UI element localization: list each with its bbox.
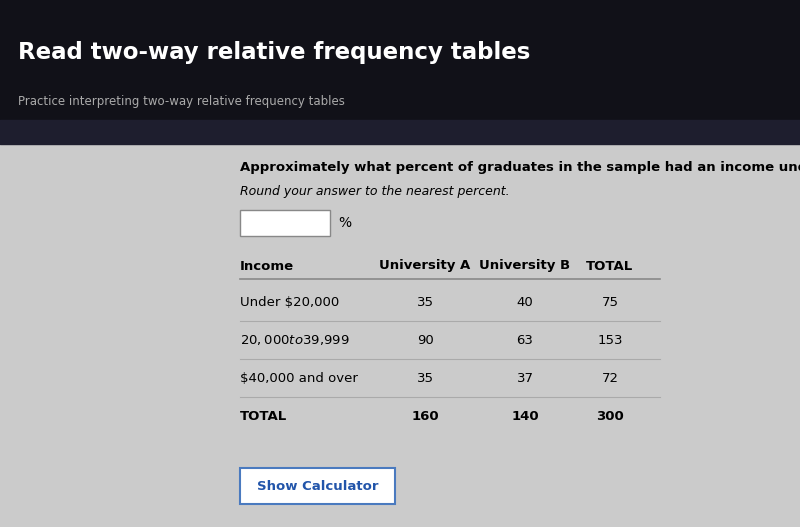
Text: 300: 300 [596, 409, 624, 423]
Text: Round your answer to the nearest percent.: Round your answer to the nearest percent… [240, 184, 510, 198]
Text: $20,000 to $39,999: $20,000 to $39,999 [240, 333, 350, 347]
Text: Show Calculator: Show Calculator [257, 480, 378, 493]
Text: Under $20,000: Under $20,000 [240, 296, 339, 308]
Text: 72: 72 [602, 372, 618, 385]
Text: 37: 37 [517, 372, 534, 385]
Text: 153: 153 [598, 334, 622, 346]
Text: %: % [338, 216, 351, 230]
FancyBboxPatch shape [240, 210, 330, 236]
Text: TOTAL: TOTAL [240, 409, 287, 423]
Text: Read two-way relative frequency tables: Read two-way relative frequency tables [18, 41, 530, 63]
Text: 160: 160 [411, 409, 439, 423]
Text: 75: 75 [602, 296, 618, 308]
Text: Approximately what percent of graduates in the sample had an income under $20,00: Approximately what percent of graduates … [240, 161, 800, 174]
Text: 90: 90 [417, 334, 434, 346]
Text: Income: Income [240, 259, 294, 272]
Text: 35: 35 [417, 372, 434, 385]
FancyBboxPatch shape [240, 468, 395, 504]
Text: 63: 63 [517, 334, 534, 346]
Text: 35: 35 [417, 296, 434, 308]
Text: Practice interpreting two-way relative frequency tables: Practice interpreting two-way relative f… [18, 94, 345, 108]
Text: TOTAL: TOTAL [586, 259, 634, 272]
Text: 40: 40 [517, 296, 534, 308]
Text: $40,000 and over: $40,000 and over [240, 372, 358, 385]
Text: University B: University B [479, 259, 570, 272]
Text: 140: 140 [511, 409, 539, 423]
Text: University A: University A [379, 259, 470, 272]
